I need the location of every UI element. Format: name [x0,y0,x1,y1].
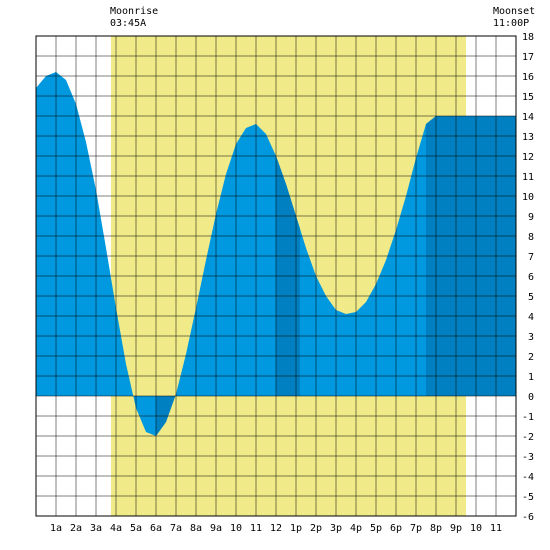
y-tick-label: 17 [522,52,534,63]
y-tick-label: 4 [528,312,534,323]
x-tick-label: 10 [470,523,482,534]
x-tick-label: 7p [410,523,422,534]
y-tick-label: 5 [528,292,534,303]
y-tick-label: 9 [528,212,534,223]
x-tick-label: 3a [90,523,102,534]
x-tick-label: 5p [370,523,382,534]
y-tick-label: 13 [522,132,534,143]
grid [35,35,517,517]
y-tick-label: -2 [522,432,534,443]
x-tick-label: 9p [450,523,462,534]
y-tick-label: 16 [522,72,534,83]
y-tick-label: -1 [522,412,534,423]
y-tick-label: 12 [522,152,534,163]
x-tick-label: 8p [430,523,442,534]
moonset-time: 11:00P [493,18,529,29]
y-tick-label: 15 [522,92,534,103]
y-tick-label: 14 [522,112,534,123]
x-tick-label: 8a [190,523,202,534]
tide-dark-segment-3 [426,72,516,436]
x-tick-label: 3p [330,523,342,534]
moonset-label: Moonset [493,6,535,17]
x-tick-label: 9a [210,523,222,534]
x-tick-label: 11 [250,523,262,534]
y-tick-label: 0 [528,392,534,403]
x-tick-label: 12 [270,523,282,534]
x-tick-label: 4p [350,523,362,534]
x-tick-label: 10 [230,523,242,534]
y-tick-label: 6 [528,272,534,283]
x-tick-label: 11 [490,523,502,534]
x-tick-label: 5a [130,523,142,534]
x-tick-label: 6a [150,523,162,534]
moonrise-time: 03:45A [110,18,146,29]
x-tick-label: 2a [70,523,82,534]
y-tick-label: 3 [528,332,534,343]
y-tick-label: -3 [522,452,534,463]
x-tick-label: 1p [290,523,302,534]
x-tick-label: 1a [50,523,62,534]
y-tick-label: -5 [522,492,534,503]
y-tick-label: 8 [528,232,534,243]
y-tick-label: 18 [522,32,534,43]
plot-border [35,35,517,517]
x-tick-label: 2p [310,523,322,534]
moonrise-label: Moonrise [110,6,158,17]
y-tick-label: -4 [522,472,534,483]
y-tick-label: 1 [528,372,534,383]
x-tick-label: 6p [390,523,402,534]
x-tick-label: 4a [110,523,122,534]
y-tick-label: 2 [528,352,534,363]
x-axis-labels: 1a 2a 3a 4a 5a 6a 7a 8a 9a 10 11 12 1p 2p 3p 4p 5p 6p 7p 8p… [50,523,502,534]
y-tick-label: 7 [528,252,534,263]
x-tick-label: 7a [170,523,182,534]
y-tick-label: 11 [522,172,534,183]
y-tick-label: 10 [522,192,534,203]
y-tick-label: -6 [522,512,534,523]
